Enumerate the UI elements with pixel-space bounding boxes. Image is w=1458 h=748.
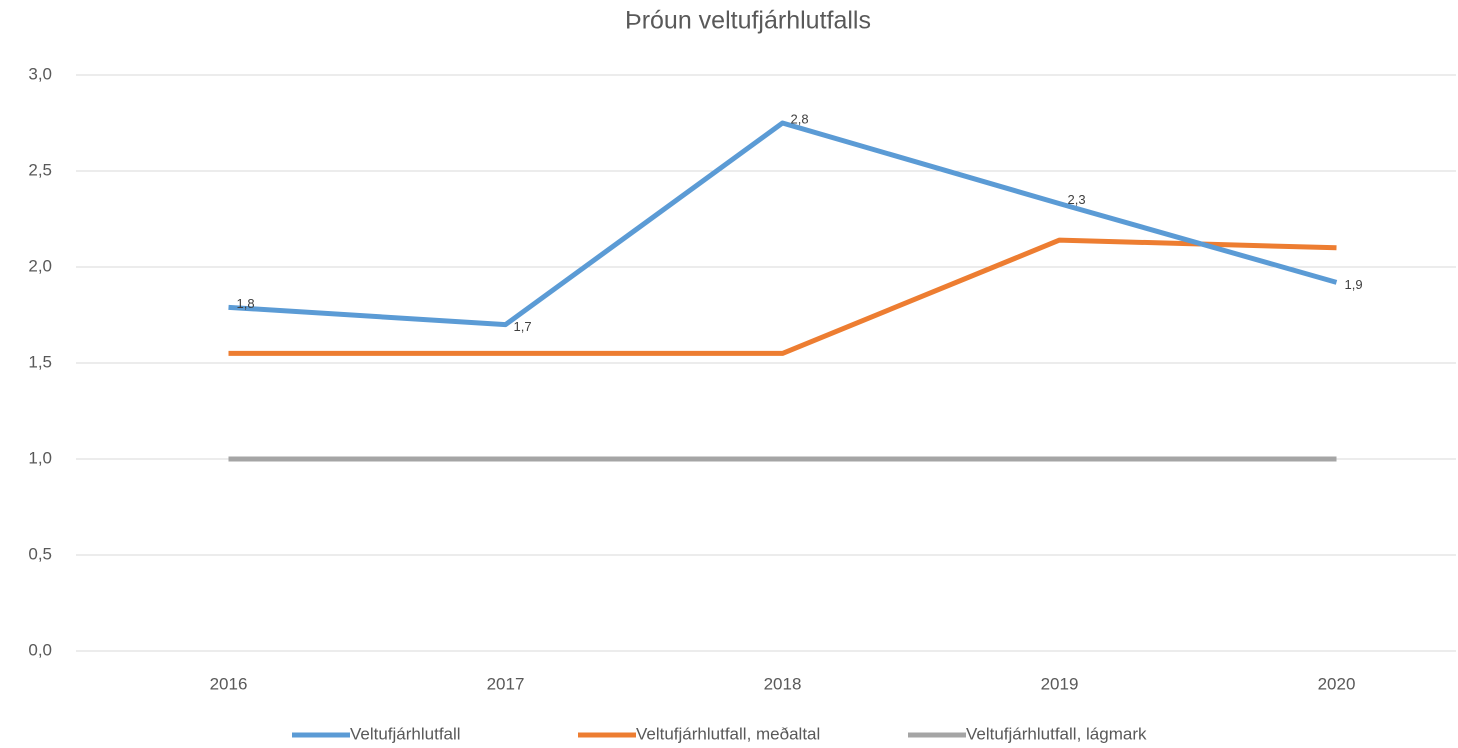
x-tick-label: 2020 [1318, 674, 1356, 693]
series-line [228, 237, 1337, 356]
y-tick-label: 2,0 [28, 256, 52, 275]
y-tick-label: 1,0 [28, 448, 52, 467]
y-tick-label: 3,0 [28, 64, 52, 83]
data-label: 1,7 [514, 319, 532, 334]
y-tick-label: 0,5 [28, 544, 52, 563]
x-tick-label: 2018 [764, 674, 802, 693]
x-tick-label: 2017 [487, 674, 525, 693]
legend-label: Veltufjárhlutfall, lágmark [966, 724, 1147, 743]
legend-label: Veltufjárhlutfall, meðaltal [636, 724, 820, 743]
y-tick-label: 0,0 [28, 640, 52, 659]
data-label: 1,9 [1345, 277, 1363, 292]
chart-title: Þróun veltufjárhlutfalls [625, 7, 871, 35]
data-label: 1,8 [237, 296, 255, 311]
data-label: 2,3 [1068, 192, 1086, 207]
series-line [228, 120, 1338, 328]
x-tick-label: 2016 [210, 674, 248, 693]
y-tick-label: 2,5 [28, 160, 52, 179]
data-label: 2,8 [791, 111, 809, 126]
legend-label: Veltufjárhlutfall [350, 724, 461, 743]
y-tick-label: 1,5 [28, 352, 52, 371]
x-tick-label: 2019 [1041, 674, 1079, 693]
